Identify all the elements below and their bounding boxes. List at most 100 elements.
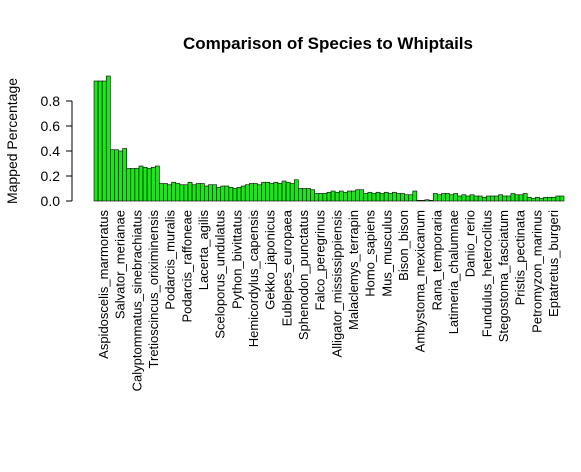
x-tick-label: Alligator_mississippiensis [329,210,344,358]
bar [93,80,99,202]
bar [179,184,185,202]
y-tick-label: 0.2 [41,168,61,184]
bar [126,168,132,202]
bar [473,195,479,202]
bar [163,183,168,202]
y-tick-label: 0.8 [41,93,61,109]
bar [383,191,389,202]
bar [326,191,332,202]
x-tick-label: Hemicordylus_capensis [246,210,261,348]
bar [502,195,508,202]
bar [506,195,512,202]
x-tick-label: Mus_musculus [379,210,394,297]
bar [306,188,311,202]
bar [265,181,271,202]
x-tick-label: Ambystoma_mexicanum [413,210,428,352]
x-tick-label: Podarcis_raffoneae [179,210,194,323]
bar [171,181,177,202]
bar [228,186,234,202]
bar [387,193,393,202]
bar [498,194,503,202]
bar [530,198,536,202]
bar [130,168,136,202]
bar [510,193,516,202]
x-tick-label: Falco_peregrinus [313,210,328,311]
x-tick-label: Python_bivittatus [229,210,244,310]
x-tick-label: Podarcis_muralis [163,210,178,310]
bar [155,165,160,202]
bar [298,188,303,202]
bar [101,80,107,202]
bar [114,149,119,202]
bar [445,193,450,202]
bar [150,166,156,202]
y-tick-label: 0.6 [41,118,61,134]
bar [555,195,561,202]
bar [543,196,548,202]
bar [494,195,499,202]
bar [441,193,446,202]
x-tick-label: Malaclemys_terrapin [346,210,361,330]
bar [285,181,291,202]
x-tick-label: Petromyzon_marinus [529,210,544,333]
bar [322,193,328,202]
bar [330,190,336,202]
bar [400,193,405,202]
bar [220,185,226,202]
bar [559,195,565,202]
bar [118,150,123,202]
bar [208,184,213,202]
bar [314,193,320,202]
bar [236,186,242,202]
bar [257,184,262,202]
bar [522,193,528,202]
bar [342,191,348,202]
bar [97,80,103,202]
x-tick-label: Fundulus_heteroclitus [479,210,494,338]
x-tick-label: Gekko_japonicus [263,210,278,310]
x-tick-label: Eptatretus_burgeri [546,210,561,317]
bar [359,189,365,202]
bar [249,183,254,202]
bar [518,194,524,202]
x-tick-label: Bison_bison [396,210,411,281]
bar [457,195,463,202]
x-tick-label: Aspidoscelis_marmoratus [96,210,111,359]
y-tick-label: 0.0 [41,193,61,209]
bar [122,148,128,202]
bar [224,185,230,202]
bar [310,189,315,202]
x-axis-tick-labels: Aspidoscelis_marmoratus Salvator_merianae… [96,209,561,391]
x-tick-label: Sceloporus_undulatus [213,210,228,339]
x-tick-label: Homo_sapiens [363,210,378,297]
bar [187,181,193,202]
y-axis: 0.0 0.2 0.4 0.6 0.8 [41,93,73,209]
bar [216,186,222,202]
bar [289,183,295,202]
bar [232,188,238,202]
x-tick-label: Tretioscincus_oriximinensis [146,210,161,369]
chart-title: Comparison of Species to Whiptails [183,34,473,53]
bar [212,184,217,202]
bar [277,183,283,202]
bar [420,200,426,202]
bar [436,194,442,202]
bar [281,180,287,202]
bar [514,194,520,202]
bar [453,193,459,202]
x-tick-label: Sphenodon_punctatus [296,210,311,341]
bar [379,193,385,202]
bar [338,190,344,202]
x-tick-label: Danio_rerio [463,210,478,277]
bar [535,196,540,202]
bar [142,166,148,202]
bar [134,168,140,202]
x-tick-label: Lacerta_agilis [196,210,211,291]
bar [183,184,189,202]
bar [191,184,197,202]
bar [424,199,430,202]
bar [105,75,111,202]
bar [195,183,201,202]
bar [375,191,381,202]
